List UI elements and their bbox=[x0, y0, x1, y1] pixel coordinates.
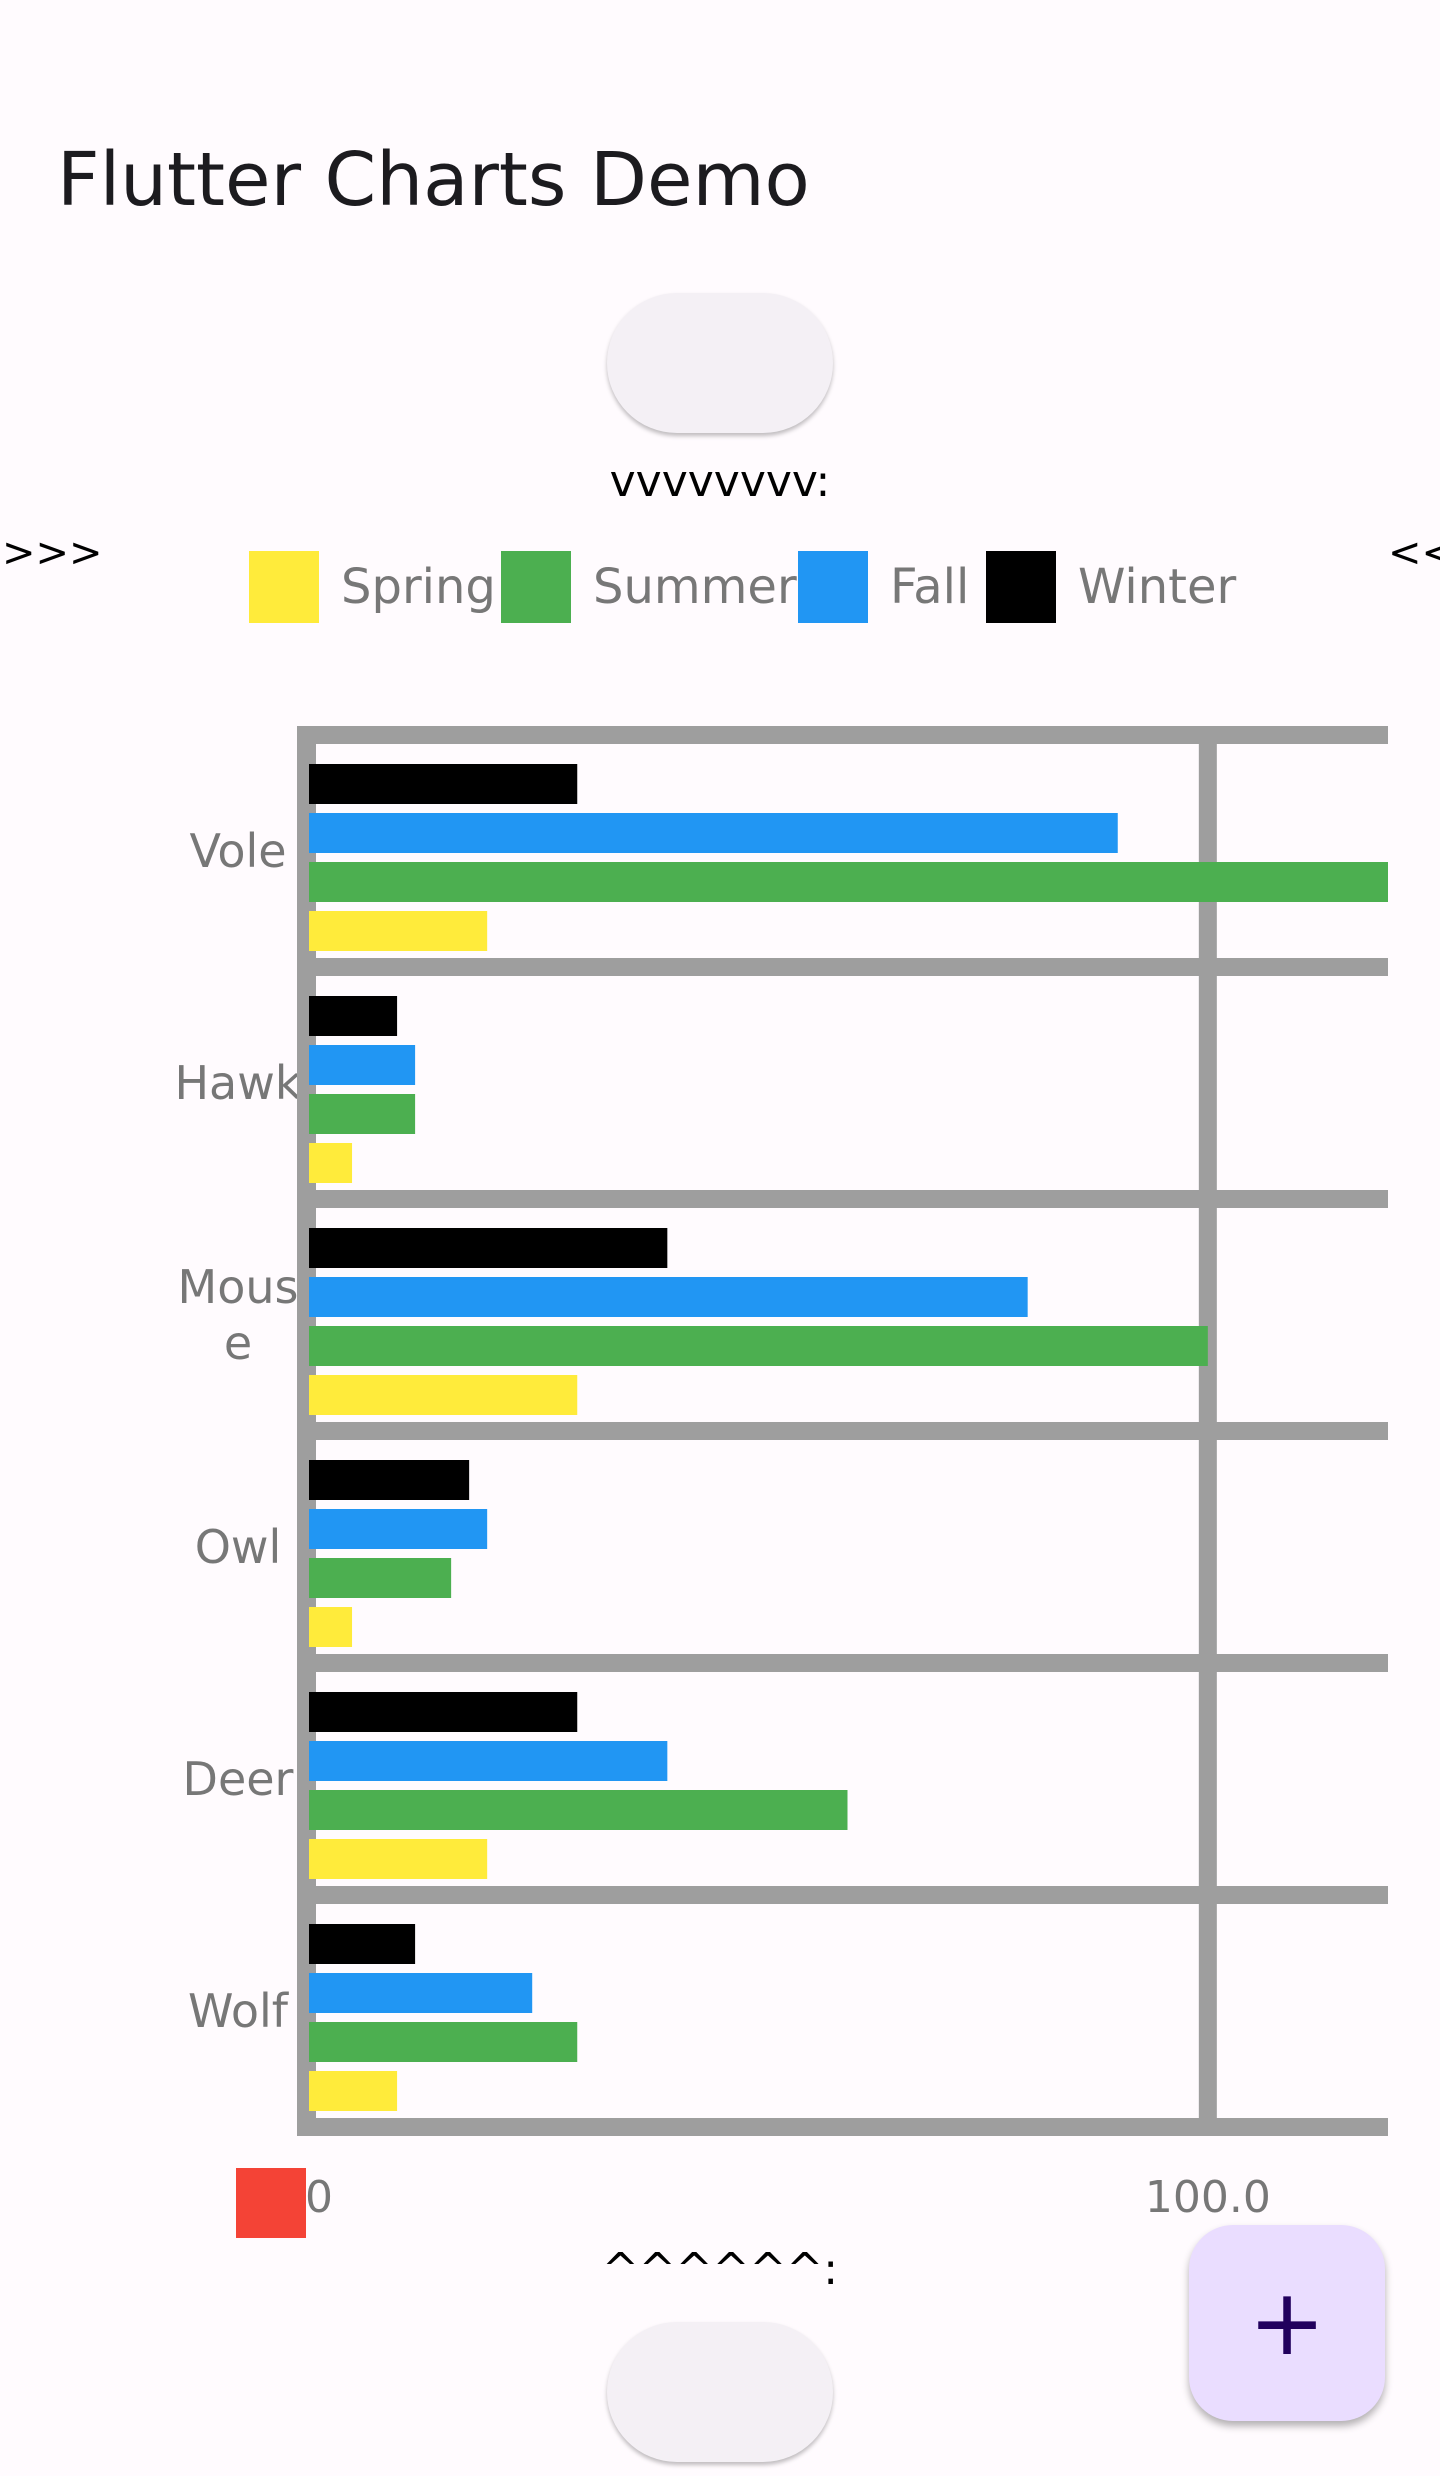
category-label-owl: Owl bbox=[195, 1520, 282, 1574]
bar-mouse-winter bbox=[307, 1228, 668, 1268]
bar-owl-summer bbox=[307, 1558, 452, 1598]
legend-label-winter: Winter bbox=[1078, 559, 1237, 615]
bar-deer-spring bbox=[307, 1839, 488, 1879]
legend-item-spring: Spring bbox=[249, 551, 496, 623]
legend-swatch-fall bbox=[798, 551, 868, 623]
bar-vole-spring bbox=[307, 911, 488, 951]
category-label-vole: Vole bbox=[189, 824, 286, 878]
x-tick-label-0: 0 bbox=[305, 2172, 333, 2220]
legend-swatch-summer bbox=[501, 551, 571, 623]
bar-wolf-winter bbox=[307, 1924, 416, 1964]
legend-label-spring: Spring bbox=[341, 559, 496, 615]
bar-deer-fall bbox=[307, 1741, 668, 1781]
bar-vole-winter bbox=[307, 764, 578, 804]
legend-swatch-spring bbox=[249, 551, 319, 623]
chart-top-label: vvvvvvvv: bbox=[609, 456, 831, 507]
bar-wolf-summer bbox=[307, 2022, 578, 2062]
bar-vole-fall bbox=[307, 813, 1118, 853]
legend-label-fall: Fall bbox=[890, 559, 970, 615]
bar-hawk-spring bbox=[307, 1143, 353, 1183]
bar-hawk-summer bbox=[307, 1094, 416, 1134]
bar-hawk-winter bbox=[307, 996, 398, 1036]
bar-hawk-fall bbox=[307, 1045, 416, 1085]
bar-vole-summer bbox=[307, 862, 1388, 902]
bar-owl-spring bbox=[307, 1607, 353, 1647]
bar-owl-fall bbox=[307, 1509, 488, 1549]
bar-mouse-spring bbox=[307, 1375, 578, 1415]
legend-item-fall: Fall bbox=[798, 551, 969, 623]
legend-label-summer: Summer bbox=[593, 559, 797, 615]
bar-wolf-spring bbox=[307, 2071, 398, 2111]
bar-mouse-summer bbox=[307, 1326, 1208, 1366]
bar-mouse-fall bbox=[307, 1277, 1028, 1317]
category-label-mouse: Mous e bbox=[178, 1260, 299, 1370]
red-marker bbox=[236, 2168, 306, 2238]
bar-owl-winter bbox=[307, 1460, 470, 1500]
bar-wolf-fall bbox=[307, 1973, 533, 2013]
category-label-deer: Deer bbox=[183, 1752, 294, 1806]
bar-chart: Vole Hawk Mous e Owl Deer Wolf 0 100.0 bbox=[174, 726, 1388, 2220]
bar-deer-summer bbox=[307, 1790, 848, 1830]
top-pill-button[interactable] bbox=[607, 293, 833, 433]
category-label-hawk: Hawk bbox=[174, 1056, 301, 1110]
bottom-pill-button[interactable] bbox=[607, 2322, 833, 2462]
category-label-wolf: Wolf bbox=[188, 1984, 290, 2038]
legend-item-winter: Winter bbox=[986, 551, 1236, 623]
chart-bottom-label: ^^^^^^: bbox=[601, 2244, 839, 2295]
legend-swatch-winter bbox=[986, 551, 1056, 623]
right-edge-indicator: << bbox=[1388, 530, 1440, 576]
plus-icon: + bbox=[1248, 2269, 1326, 2376]
left-edge-indicator: >>> bbox=[2, 530, 103, 576]
bar-deer-winter bbox=[307, 1692, 578, 1732]
add-fab-button[interactable]: + bbox=[1189, 2225, 1385, 2421]
x-tick-label-1: 100.0 bbox=[1145, 2172, 1271, 2220]
legend-item-summer: Summer bbox=[501, 551, 797, 623]
app-title: Flutter Charts Demo bbox=[57, 137, 810, 223]
